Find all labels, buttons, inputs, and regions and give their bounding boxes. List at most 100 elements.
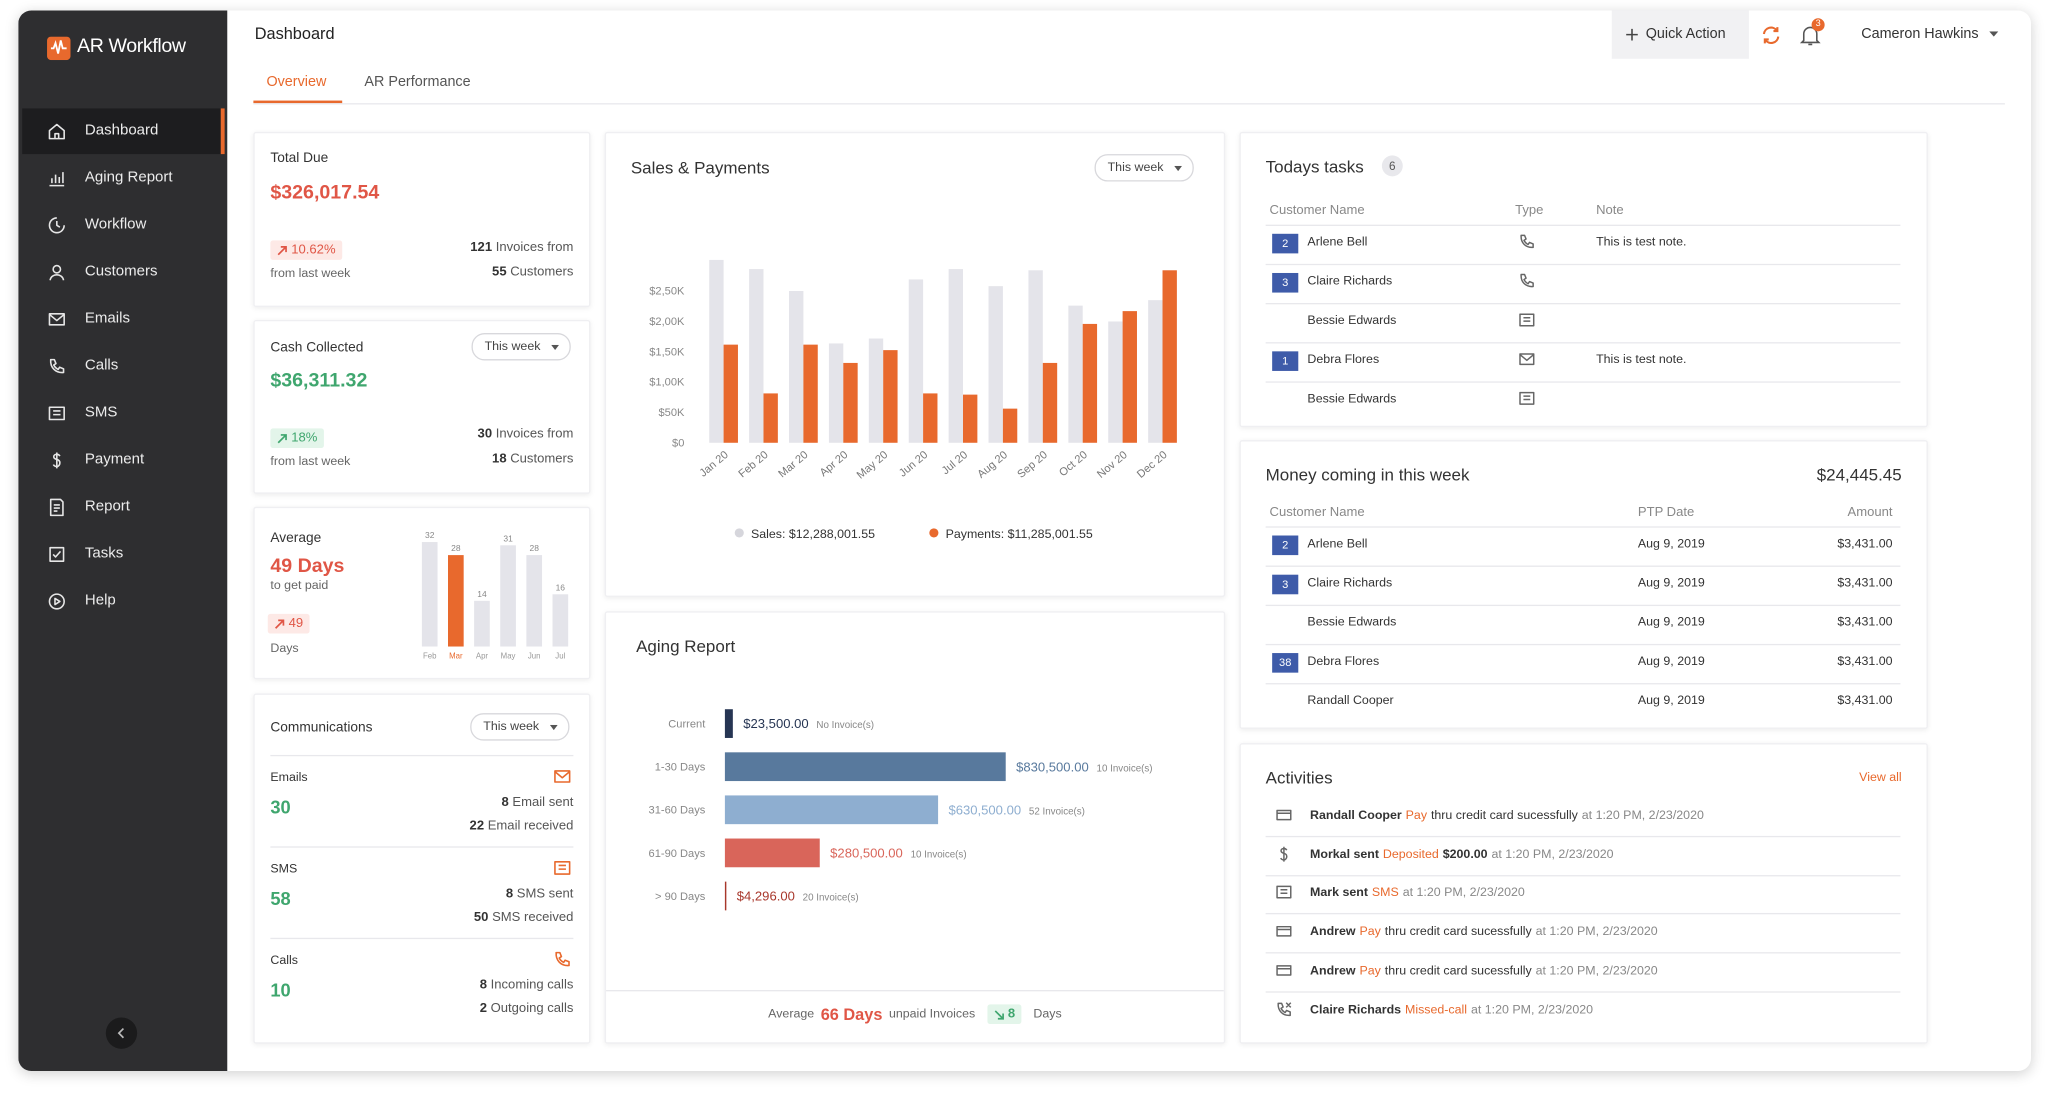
row-badge: 3 bbox=[1272, 272, 1299, 293]
nav-item[interactable]: Tasks bbox=[22, 532, 224, 578]
nav-icon bbox=[52, 452, 61, 469]
change-note: from last week bbox=[270, 454, 351, 469]
change: 10.62% bbox=[291, 242, 336, 258]
notification-count: 3 bbox=[1811, 18, 1825, 32]
detail: $200.00 bbox=[1442, 847, 1488, 862]
count: 8 bbox=[505, 886, 514, 902]
aging-report-card: Aging Report Current $23,500.00 No Invoice… bbox=[604, 611, 1226, 1044]
arrow-down-icon bbox=[994, 1009, 1004, 1019]
action: Pay bbox=[1359, 963, 1381, 979]
activity: Randall Cooper Pay thru credit card sucess… bbox=[1310, 808, 1704, 822]
row-badge: 38 bbox=[1272, 653, 1299, 673]
divider bbox=[1265, 342, 1901, 344]
view-all-link[interactable]: View all bbox=[1859, 770, 1902, 785]
divider bbox=[1265, 381, 1901, 383]
x-tick-label: Jul bbox=[555, 651, 565, 660]
nav-label: Calls bbox=[84, 357, 119, 374]
period-dropdown[interactable]: This week bbox=[1094, 154, 1194, 182]
icon-path bbox=[48, 593, 65, 610]
nav-item[interactable]: Customers bbox=[22, 249, 224, 295]
customer-name: Claire Richards bbox=[1307, 575, 1393, 591]
caret bbox=[1989, 31, 1999, 37]
aging-footer: Average 66 Days unpaid Invoices 8 Days bbox=[606, 1004, 1224, 1024]
nav-item[interactable]: Help bbox=[22, 579, 224, 625]
change: 49 bbox=[288, 616, 304, 631]
notifications-button[interactable]: 3 bbox=[1799, 18, 1826, 50]
activities-card: Activities View all Randall Cooper Pay thr… bbox=[1239, 743, 1928, 1044]
x-tick-label: Apr 20 bbox=[818, 449, 851, 479]
customers: 55 Customers bbox=[492, 265, 573, 279]
x-tick-label: Jun bbox=[528, 651, 541, 660]
nav-item[interactable]: Workflow bbox=[22, 202, 224, 248]
invoices: 30 Invoices from bbox=[478, 427, 574, 441]
x-tick-label: Sep 20 bbox=[1015, 449, 1050, 481]
change: 8 bbox=[1007, 1007, 1016, 1022]
actor: Andrew bbox=[1310, 963, 1356, 979]
item-icon bbox=[554, 860, 571, 875]
user-name: Cameron Hawkins bbox=[1861, 26, 1979, 42]
data-label: 14 bbox=[477, 589, 487, 599]
y-tick-label: Current bbox=[668, 719, 705, 731]
x-tick-label: Jul 20 bbox=[940, 449, 970, 477]
nav-item[interactable]: Dashboard bbox=[22, 108, 225, 155]
bar bbox=[1068, 305, 1083, 443]
refresh-icon[interactable] bbox=[1761, 25, 1782, 46]
customer-name: Bessie Edwards bbox=[1307, 615, 1397, 630]
time: at 1:20 PM, 2/23/2020 bbox=[1535, 924, 1658, 940]
ptp-date: Aug 9, 2019 bbox=[1637, 536, 1705, 552]
count: 18 bbox=[492, 451, 507, 467]
nav-item[interactable]: Payment bbox=[22, 438, 224, 484]
count: 55 bbox=[492, 265, 507, 280]
tab[interactable]: Overview bbox=[266, 74, 327, 91]
period-dropdown[interactable]: This week bbox=[471, 333, 571, 361]
card-label: Average bbox=[270, 530, 322, 546]
row-badge: 2 bbox=[1272, 535, 1299, 556]
bar bbox=[724, 752, 1006, 782]
label: Outgoing calls bbox=[490, 1001, 574, 1017]
invoice-note: 10 Invoice(s) bbox=[911, 849, 967, 860]
column-header: PTP Date bbox=[1637, 505, 1695, 520]
column-header: Customer Name bbox=[1269, 203, 1365, 219]
icon-path bbox=[554, 860, 571, 875]
sub-label: to get paid bbox=[270, 578, 329, 593]
y-tick-label: 1-30 Days bbox=[655, 762, 706, 774]
page-title: Dashboard bbox=[254, 24, 335, 44]
nav-item[interactable]: SMS bbox=[22, 391, 224, 437]
customer-name: Claire Richards bbox=[1307, 274, 1393, 289]
value-label-group: $280,500.00 10 Invoice(s) bbox=[830, 845, 966, 860]
nav-item[interactable]: Emails bbox=[22, 296, 224, 342]
actor: Mark sent bbox=[1310, 886, 1368, 901]
user-menu[interactable]: Cameron Hawkins bbox=[1861, 26, 1999, 42]
count: 121 bbox=[470, 240, 493, 255]
nav-item[interactable]: Aging Report bbox=[22, 155, 224, 201]
nav-item[interactable]: Calls bbox=[22, 344, 224, 390]
y-tick-label: $2,00K bbox=[649, 316, 685, 328]
bar bbox=[447, 555, 464, 647]
divider bbox=[1265, 224, 1901, 226]
value-label: $830,500.00 bbox=[1016, 759, 1089, 774]
row-badge: 1 bbox=[1272, 351, 1299, 371]
nav-icon bbox=[49, 498, 64, 517]
count: 22 bbox=[469, 818, 485, 834]
count: 8 bbox=[479, 978, 487, 993]
nav-item[interactable]: Report bbox=[22, 485, 224, 531]
bar bbox=[789, 291, 804, 443]
x-tick-label: May bbox=[501, 651, 516, 660]
divider bbox=[1265, 526, 1901, 528]
collapse-button[interactable] bbox=[105, 1017, 138, 1049]
change-pill: 10.62% bbox=[270, 240, 343, 260]
bar bbox=[1028, 270, 1043, 443]
task-count: 6 bbox=[1381, 155, 1403, 177]
divider bbox=[1265, 263, 1901, 266]
action: Missed-call bbox=[1404, 1002, 1468, 1017]
activity: Andrew Pay thru credit card sucessfully at … bbox=[1310, 964, 1658, 978]
bar bbox=[500, 545, 516, 647]
period-dropdown[interactable]: This week bbox=[470, 713, 570, 741]
change-note: from last week bbox=[270, 266, 351, 281]
tab[interactable]: AR Performance bbox=[364, 74, 471, 91]
divider bbox=[1265, 604, 1901, 607]
icon-path bbox=[49, 264, 65, 281]
quick-action-button[interactable]: Quick Action bbox=[1611, 10, 1749, 59]
